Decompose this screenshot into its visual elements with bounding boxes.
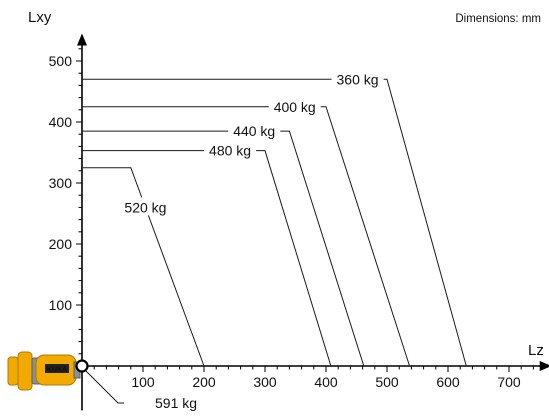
y-axis-label: Lxy bbox=[28, 9, 52, 26]
x-tick-label: 400 bbox=[314, 374, 338, 390]
robot-brand-label: KUKA bbox=[47, 367, 67, 374]
x-tick-label: 300 bbox=[253, 374, 277, 390]
load-curves bbox=[82, 78, 467, 367]
label-mask bbox=[268, 96, 321, 115]
load-label: 400 kg bbox=[274, 99, 316, 115]
label-mask bbox=[228, 121, 281, 140]
origin-marker bbox=[75, 359, 89, 373]
load-curve bbox=[82, 150, 332, 367]
x-tick-label: 500 bbox=[375, 374, 399, 390]
load-curve bbox=[82, 78, 467, 367]
y-tick-label: 400 bbox=[49, 114, 73, 130]
x-axis-arrow bbox=[539, 361, 549, 371]
dimensions-note: Dimensions: mm bbox=[455, 13, 541, 25]
origin-load-label: 591 kg bbox=[155, 395, 197, 411]
load-curve bbox=[82, 106, 411, 367]
y-tick-label: 100 bbox=[49, 297, 73, 313]
label-mask bbox=[204, 140, 257, 159]
axes: 100 200 300 400 500 600 700 100 200 300 400 500 bbox=[49, 33, 549, 411]
robot-flange-icon: KUKA bbox=[7, 351, 81, 391]
x-axis-label: Lz bbox=[528, 342, 544, 359]
x-tick-label: 100 bbox=[131, 374, 155, 390]
x-tick-label: 600 bbox=[436, 374, 460, 390]
label-mask bbox=[331, 69, 384, 88]
origin-callout-line bbox=[85, 370, 124, 404]
y-axis-arrow bbox=[77, 33, 87, 46]
y-tick-label: 500 bbox=[49, 53, 73, 69]
y-tick-label: 300 bbox=[49, 175, 73, 191]
load-label: 440 kg bbox=[233, 123, 275, 139]
load-label: 480 kg bbox=[209, 143, 251, 159]
y-tick-label: 200 bbox=[49, 236, 73, 252]
load-labels: 360 kg 400 kg 440 kg 480 kg 520 kg 591 kg bbox=[85, 69, 384, 411]
load-curve bbox=[82, 167, 205, 367]
x-tick-label: 700 bbox=[497, 374, 521, 390]
x-tick-label: 200 bbox=[192, 374, 216, 390]
load-label-520: 520 kg bbox=[124, 199, 166, 215]
label-mask bbox=[119, 197, 172, 216]
load-curve bbox=[82, 130, 365, 367]
load-label: 360 kg bbox=[337, 71, 379, 87]
